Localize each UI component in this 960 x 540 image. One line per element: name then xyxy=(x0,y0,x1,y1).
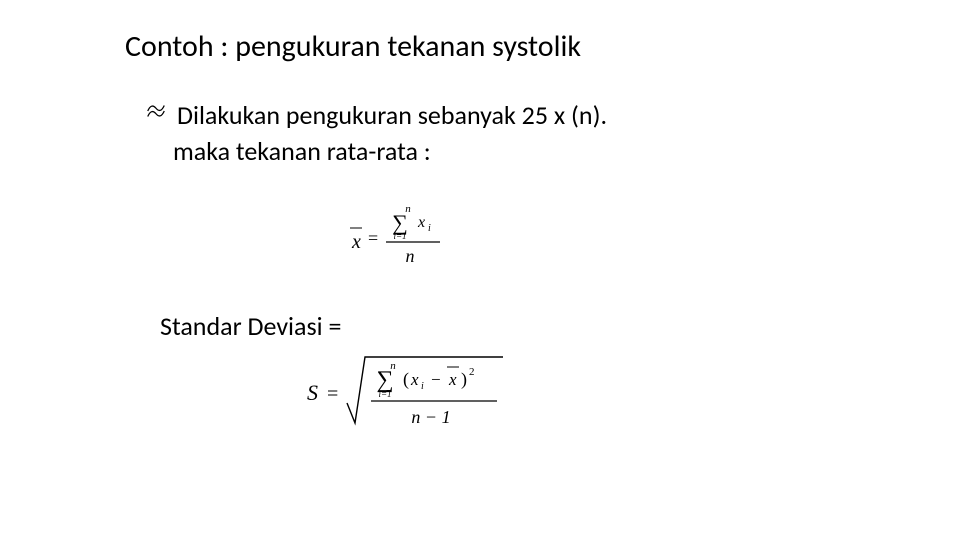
svg-text:=: = xyxy=(368,228,378,248)
svg-text:i: i xyxy=(428,223,431,234)
svg-text:(: ( xyxy=(403,369,409,390)
svg-text:2: 2 xyxy=(469,366,475,378)
formula-sd: S = n ∑ i=1 ( x i − x ) 2 n − 1 xyxy=(305,345,525,445)
svg-text:i=1: i=1 xyxy=(378,389,391,399)
bullet-icon xyxy=(145,98,167,130)
svg-text:): ) xyxy=(461,369,467,390)
svg-text:n − 1: n − 1 xyxy=(411,407,450,427)
svg-text:i: i xyxy=(421,381,424,392)
svg-text:n: n xyxy=(406,246,415,266)
sd-label: Standar Deviasi = xyxy=(160,310,341,342)
svg-text:S: S xyxy=(307,380,318,405)
svg-text:x: x xyxy=(410,370,419,389)
svg-text:−: − xyxy=(431,370,441,389)
formula-mean: x = n ∑ i=1 x i n xyxy=(350,200,470,280)
bullet-row: Dilakukan pengukuran sebanyak 25 x (n). xyxy=(145,98,607,132)
svg-text:x: x xyxy=(417,214,425,231)
svg-text:x: x xyxy=(448,370,457,389)
slide-title: Contoh : pengukuran tekanan systolik xyxy=(125,28,581,65)
bullet-line-2: maka tekanan rata-rata : xyxy=(173,134,607,168)
svg-text:i=1: i=1 xyxy=(393,231,406,241)
svg-text:x: x xyxy=(351,231,361,253)
slide: Contoh : pengukuran tekanan systolik Dil… xyxy=(0,0,960,540)
body-text: Dilakukan pengukuran sebanyak 25 x (n). … xyxy=(145,98,607,168)
bullet-line-1: Dilakukan pengukuran sebanyak 25 x (n). xyxy=(177,98,607,132)
svg-text:=: = xyxy=(327,383,338,405)
